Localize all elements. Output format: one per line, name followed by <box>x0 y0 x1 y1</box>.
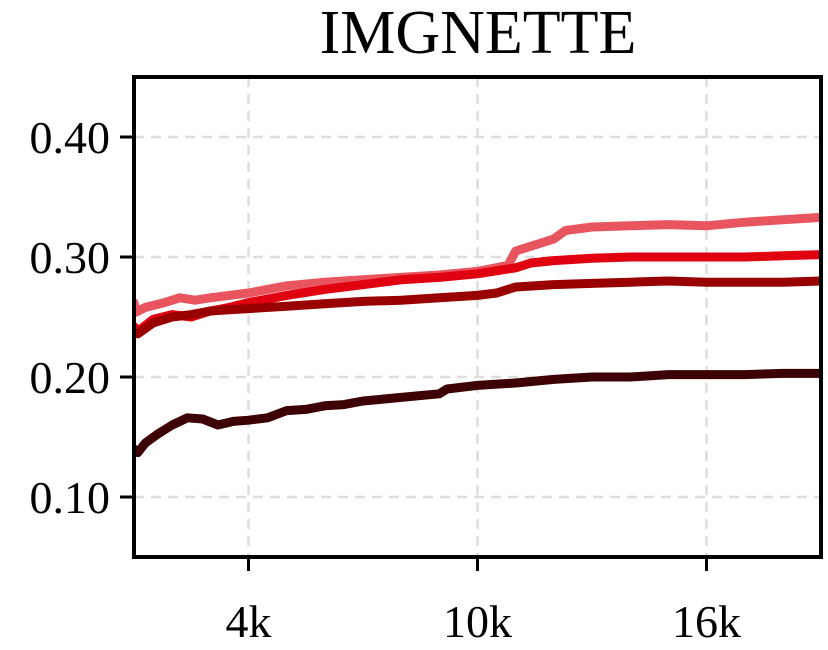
x-tick-label: 16k <box>672 596 741 647</box>
series-line-3 <box>134 276 821 339</box>
grid <box>134 77 821 557</box>
x-tick-label: 4k <box>226 596 272 647</box>
series-line-4 <box>134 368 821 458</box>
y-tick-label: 0.20 <box>30 352 111 403</box>
series-group <box>134 212 821 458</box>
y-tick-label: 0.30 <box>30 232 111 283</box>
x-tick-label: 10k <box>443 596 512 647</box>
y-tick-label: 0.10 <box>30 472 111 523</box>
chart-title: IMGNETTE <box>320 0 637 67</box>
y-tick-label: 0.40 <box>30 112 111 163</box>
axis-ticks: 4k 10k 16k 0.10 0.20 0.30 0.40 <box>30 112 742 647</box>
